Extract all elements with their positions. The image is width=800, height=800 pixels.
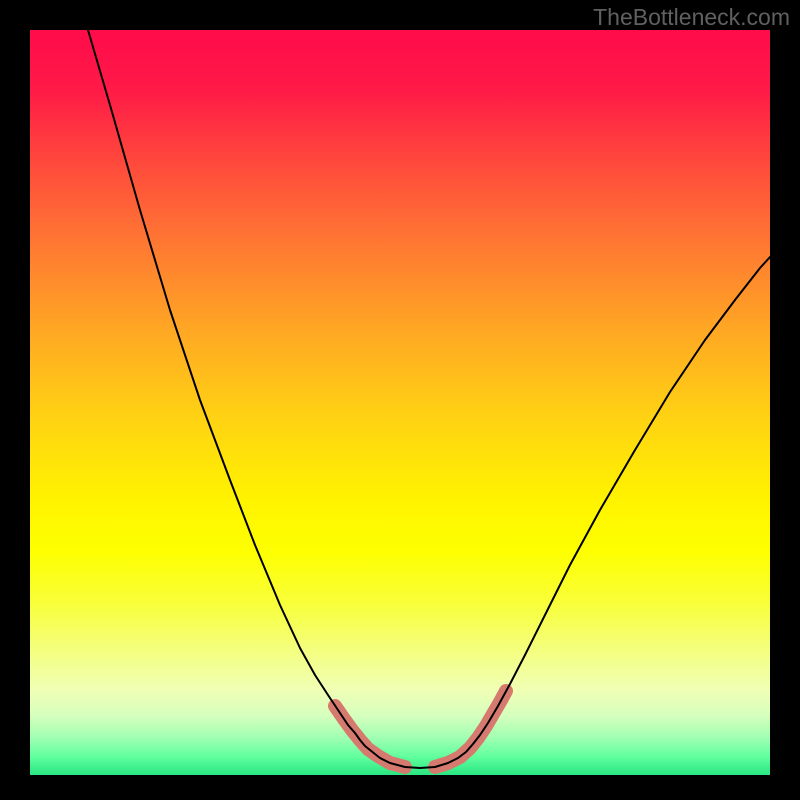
highlight-segment (335, 706, 405, 767)
background-gradient (30, 30, 770, 775)
watermark-text: TheBottleneck.com (593, 4, 790, 31)
bottleneck-curve (88, 30, 770, 768)
plot-area (30, 30, 770, 775)
highlight-segment (435, 691, 506, 767)
chart-frame: TheBottleneck.com (0, 0, 800, 800)
curve-layer (30, 30, 770, 775)
